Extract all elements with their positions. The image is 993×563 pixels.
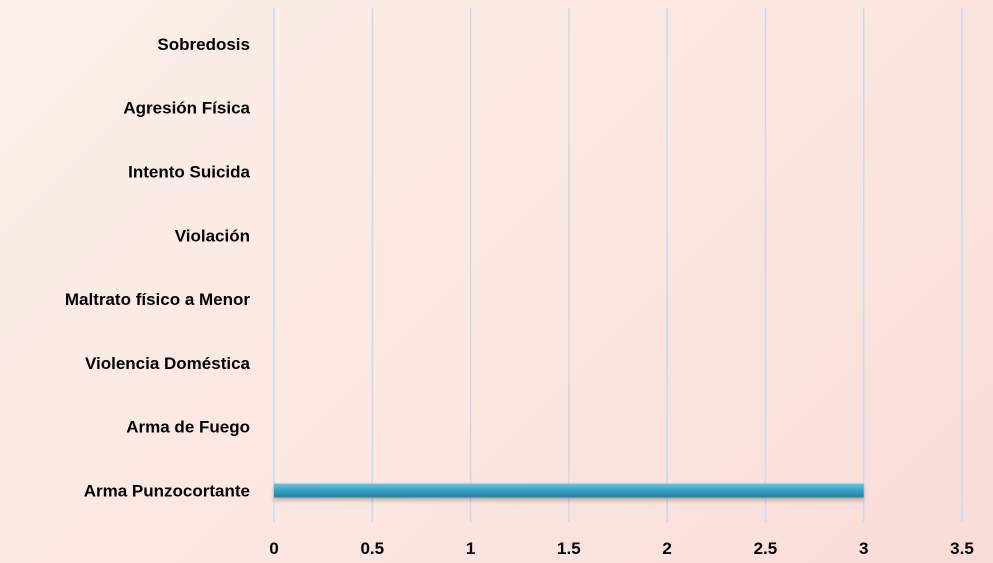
category-labels: Arma Punzocortante Arma de Fuego Violencia… xyxy=(65,35,251,501)
x-tick-label: 3 xyxy=(859,539,868,558)
bars xyxy=(274,483,864,498)
gridlines xyxy=(273,8,963,522)
category-label: Violación xyxy=(175,226,250,245)
x-tick-label: 0.5 xyxy=(360,539,384,558)
x-tick-label: 2.5 xyxy=(754,539,778,558)
category-label: Maltrato físico a Menor xyxy=(65,290,251,309)
x-tick-label: 1 xyxy=(466,539,475,558)
category-label: Arma Punzocortante xyxy=(84,482,250,501)
x-tick-label: 1.5 xyxy=(557,539,581,558)
x-tick-label: 3.5 xyxy=(950,539,974,558)
category-label: Arma de Fuego xyxy=(126,418,250,437)
x-axis-tick-labels: 0 0.5 1 1.5 2 2.5 3 3.5 xyxy=(269,539,974,558)
category-label: Violencia Doméstica xyxy=(85,354,251,373)
category-label: Intento Suicida xyxy=(128,163,250,182)
x-tick-label: 0 xyxy=(269,539,278,558)
bar xyxy=(274,483,864,498)
x-tick-label: 2 xyxy=(662,539,671,558)
category-label: Agresión Física xyxy=(123,99,250,118)
category-label: Sobredosis xyxy=(157,35,250,54)
